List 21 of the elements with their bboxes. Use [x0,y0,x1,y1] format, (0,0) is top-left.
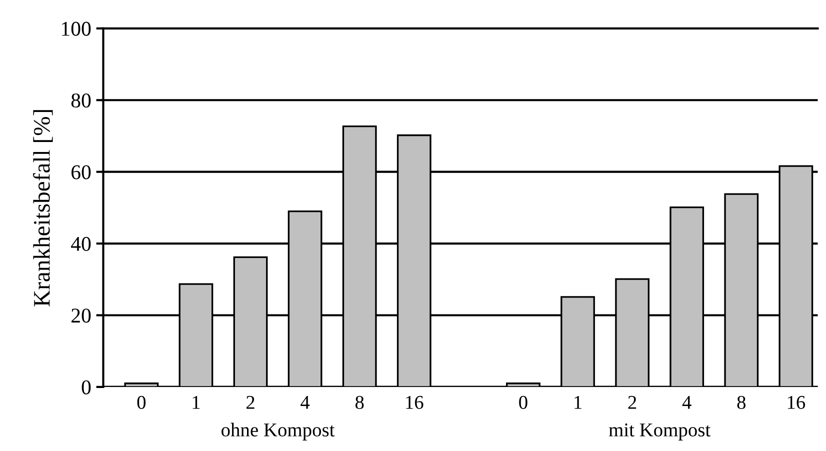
x-tick-label: 2 [246,396,254,409]
y-tick-label: 80 [71,93,91,108]
y-tick-label: 20 [72,308,91,323]
y-axis-title: Krankheitsbefall [%] [32,110,53,306]
x-tick-label: 16 [788,396,806,409]
x-tick-label: 0 [519,396,528,409]
text: mit Kompost [608,423,711,440]
y-tick-label: 100 [62,22,91,36]
x-tick-label: 8 [737,396,746,409]
text: ohne Kompost [222,422,335,440]
x-tick-label: 2 [628,396,636,409]
x-tick-label: 1 [574,396,582,409]
x-tick-label: 0 [137,396,146,409]
x-tick-label: 1 [192,396,200,409]
x-tick-label: 16 [406,396,424,409]
y-tick-label: 0 [82,380,91,394]
x-tick-label: 4 [682,396,692,409]
y-tick-label: 40 [71,236,91,251]
y-tick-label: 60 [72,165,91,180]
x-tick-label: 4 [300,396,310,409]
x-tick-label: 8 [355,396,364,409]
